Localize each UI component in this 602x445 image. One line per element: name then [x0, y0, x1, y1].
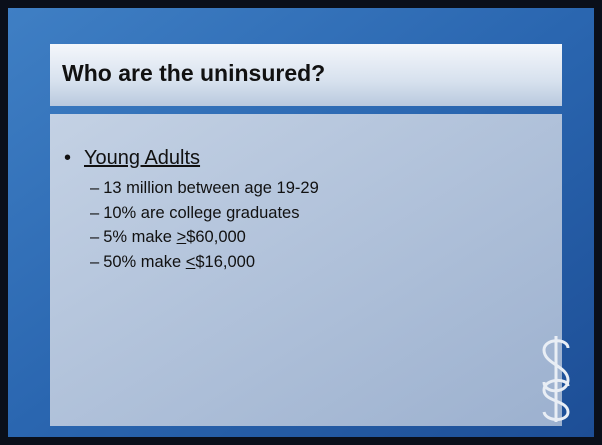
content-panel	[50, 114, 562, 426]
sub-bullet-text: 50% make	[103, 252, 186, 271]
dash: –	[90, 203, 100, 222]
bullet: • Young Adults	[64, 147, 201, 169]
dash: –	[90, 179, 100, 197]
dash: –	[90, 252, 100, 271]
sub-bullet-text: 10% are college graduates	[103, 203, 300, 222]
sub-bullet-text: 5% make	[103, 228, 177, 246]
sub-bullet-text: 13 million between age 19-29	[103, 179, 319, 197]
underlined-symbol: >	[176, 228, 187, 246]
underlined-symbol: <	[185, 252, 196, 271]
dollar-icon	[542, 336, 570, 422]
bullet-text: Young Adults	[84, 147, 201, 169]
sub-bullet-rest: $16,000	[195, 252, 256, 271]
slide-title: Who are the uninsured?	[62, 60, 326, 86]
sub-bullet-rest: $60,000	[186, 228, 246, 246]
sub-bullet: –50% make <$16,000	[90, 250, 319, 275]
sub-bullet: –10% are college graduates	[90, 201, 319, 226]
sub-bullet: –13 million between age 19-29	[90, 176, 319, 201]
title-box	[50, 44, 562, 106]
dash: –	[90, 228, 100, 246]
sub-bullet: –5% make >$60,000	[90, 225, 319, 250]
sub-bullets: –13 million between age 19-29–10% are co…	[90, 176, 319, 274]
